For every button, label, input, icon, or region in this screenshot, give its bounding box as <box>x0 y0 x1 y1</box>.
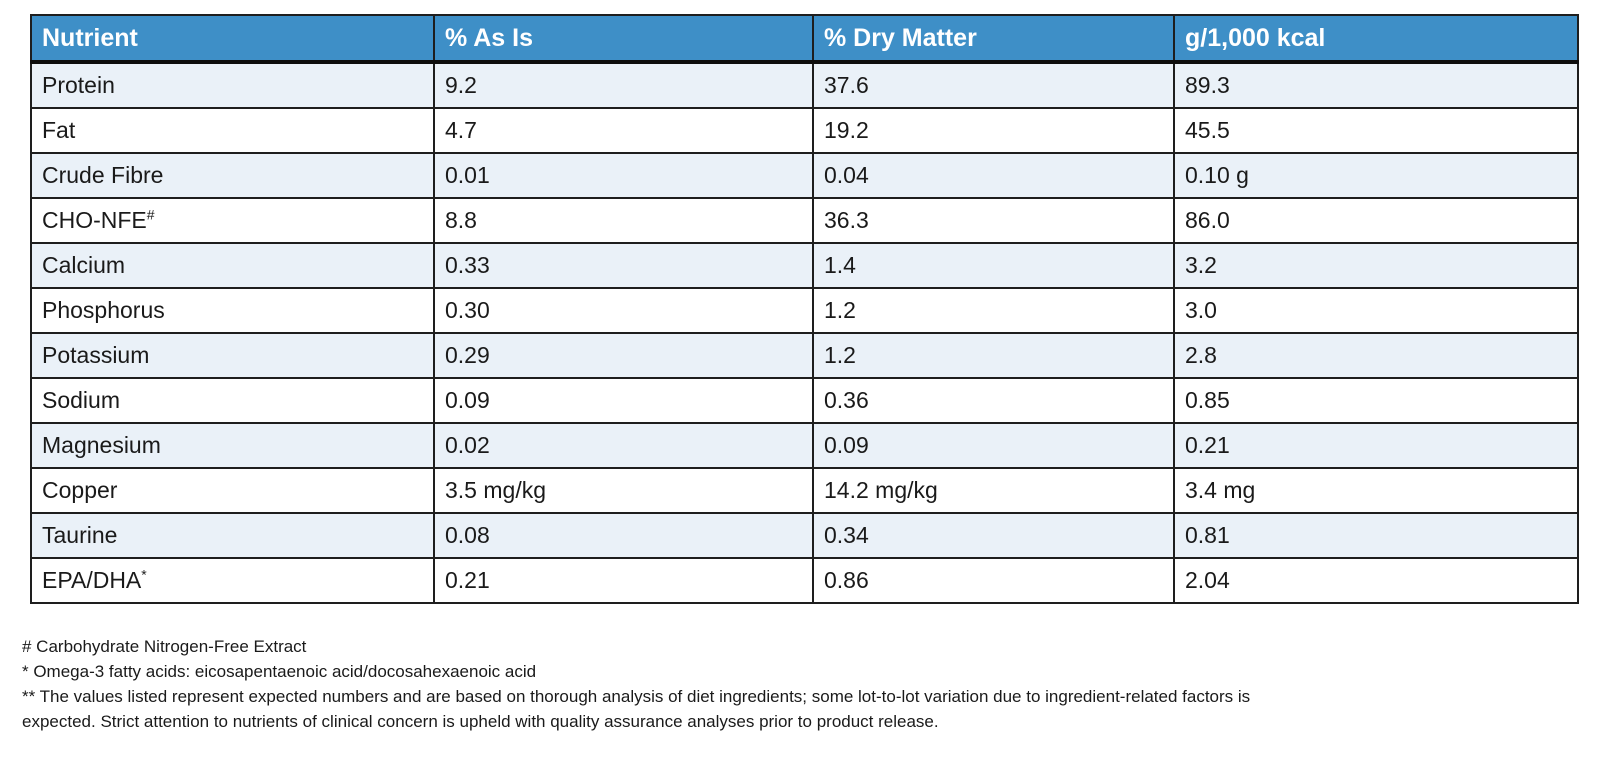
cell-g-per-1000-kcal: 0.10 g <box>1173 152 1579 199</box>
table-row: Magnesium 0.02 0.09 0.21 <box>30 422 1579 469</box>
cell-dry-matter: 0.34 <box>812 512 1175 559</box>
cell-dry-matter: 1.2 <box>812 287 1175 334</box>
table-row: Copper 3.5 mg/kg 14.2 mg/kg 3.4 mg <box>30 467 1579 514</box>
cell-nutrient-name: Crude Fibre <box>30 152 435 199</box>
column-header-as-is: % As Is <box>433 14 814 64</box>
cell-dry-matter: 0.86 <box>812 557 1175 604</box>
table-row: Crude Fibre 0.01 0.04 0.10 g <box>30 152 1579 199</box>
cell-g-per-1000-kcal: 0.21 <box>1173 422 1579 469</box>
cell-as-is: 0.09 <box>433 377 814 424</box>
cell-nutrient-name: Potassium <box>30 332 435 379</box>
cell-dry-matter: 0.04 <box>812 152 1175 199</box>
table-row: Sodium 0.09 0.36 0.85 <box>30 377 1579 424</box>
footnote-line: * Omega-3 fatty acids: eicosapentaenoic … <box>22 662 537 681</box>
cell-nutrient-name: Magnesium <box>30 422 435 469</box>
table-row: Calcium 0.33 1.4 3.2 <box>30 242 1579 289</box>
cell-dry-matter: 0.36 <box>812 377 1175 424</box>
cell-nutrient-name: Phosphorus <box>30 287 435 334</box>
table-row: CHO-NFE# 8.8 36.3 86.0 <box>30 197 1579 244</box>
column-header-dry-matter: % Dry Matter <box>812 14 1175 64</box>
cell-g-per-1000-kcal: 2.04 <box>1173 557 1579 604</box>
table-row: Potassium 0.29 1.2 2.8 <box>30 332 1579 379</box>
cell-g-per-1000-kcal: 3.4 mg <box>1173 467 1579 514</box>
cell-nutrient-name: EPA/DHA* <box>30 557 435 604</box>
cell-as-is: 9.2 <box>433 61 814 109</box>
nutrient-footnote-marker: * <box>141 566 147 583</box>
cell-dry-matter: 19.2 <box>812 107 1175 154</box>
cell-as-is: 0.02 <box>433 422 814 469</box>
cell-g-per-1000-kcal: 0.81 <box>1173 512 1579 559</box>
cell-as-is: 3.5 mg/kg <box>433 467 814 514</box>
cell-dry-matter: 14.2 mg/kg <box>812 467 1175 514</box>
footnote-line: # Carbohydrate Nitrogen-Free Extract <box>22 637 307 656</box>
table-row: Taurine 0.08 0.34 0.81 <box>30 512 1579 559</box>
cell-nutrient-name: Sodium <box>30 377 435 424</box>
cell-nutrient-name: CHO-NFE# <box>30 197 435 244</box>
cell-as-is: 0.33 <box>433 242 814 289</box>
footnote-line: ** The values listed represent expected … <box>22 687 1251 731</box>
cell-g-per-1000-kcal: 2.8 <box>1173 332 1579 379</box>
cell-as-is: 8.8 <box>433 197 814 244</box>
cell-as-is: 0.08 <box>433 512 814 559</box>
cell-nutrient-name: Copper <box>30 467 435 514</box>
cell-dry-matter: 0.09 <box>812 422 1175 469</box>
nutrient-footnote-marker: # <box>146 206 155 223</box>
cell-as-is: 0.21 <box>433 557 814 604</box>
cell-g-per-1000-kcal: 89.3 <box>1173 61 1579 109</box>
cell-g-per-1000-kcal: 3.0 <box>1173 287 1579 334</box>
cell-g-per-1000-kcal: 0.85 <box>1173 377 1579 424</box>
cell-dry-matter: 1.4 <box>812 242 1175 289</box>
cell-dry-matter: 37.6 <box>812 61 1175 109</box>
cell-dry-matter: 36.3 <box>812 197 1175 244</box>
cell-nutrient-name: Taurine <box>30 512 435 559</box>
column-header-nutrient: Nutrient <box>30 14 435 64</box>
table-row: Phosphorus 0.30 1.2 3.0 <box>30 287 1579 334</box>
cell-as-is: 0.01 <box>433 152 814 199</box>
cell-g-per-1000-kcal: 45.5 <box>1173 107 1579 154</box>
cell-nutrient-name: Fat <box>30 107 435 154</box>
nutrient-table: Nutrient % As Is % Dry Matter g/1,000 kc… <box>30 14 1579 604</box>
cell-nutrient-name: Protein <box>30 61 435 109</box>
table-header-row: Nutrient % As Is % Dry Matter g/1,000 kc… <box>30 14 1579 64</box>
cell-g-per-1000-kcal: 3.2 <box>1173 242 1579 289</box>
cell-as-is: 0.30 <box>433 287 814 334</box>
footnotes: # Carbohydrate Nitrogen-Free Extract * Om… <box>22 634 1267 734</box>
cell-as-is: 4.7 <box>433 107 814 154</box>
column-header-g-per-1000-kcal: g/1,000 kcal <box>1173 14 1579 64</box>
cell-as-is: 0.29 <box>433 332 814 379</box>
table-row: Protein 9.2 37.6 89.3 <box>30 61 1579 109</box>
table-row: Fat 4.7 19.2 45.5 <box>30 107 1579 154</box>
cell-nutrient-name: Calcium <box>30 242 435 289</box>
table-row: EPA/DHA* 0.21 0.86 2.04 <box>30 557 1579 604</box>
cell-g-per-1000-kcal: 86.0 <box>1173 197 1579 244</box>
cell-dry-matter: 1.2 <box>812 332 1175 379</box>
